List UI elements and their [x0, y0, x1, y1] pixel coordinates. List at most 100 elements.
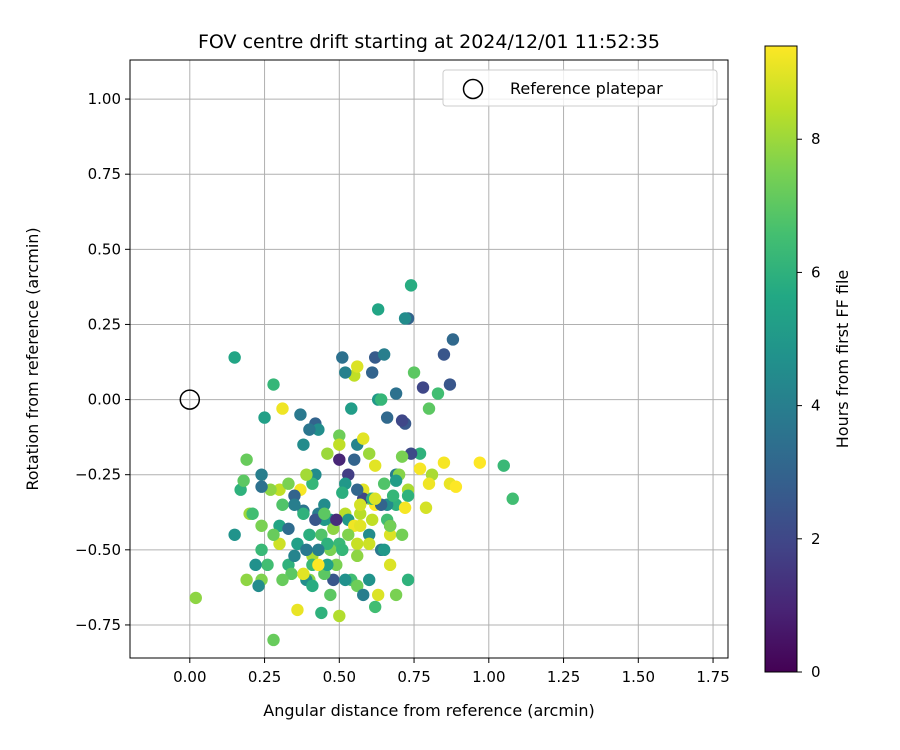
data-point [237, 474, 250, 487]
data-point [401, 489, 415, 502]
colorbar-tick-label: 0 [811, 663, 821, 681]
x-tick-label: 0.25 [248, 668, 281, 686]
data-point [300, 468, 313, 481]
y-tick-label: 0.75 [88, 165, 121, 183]
data-point [380, 411, 394, 424]
data-point [389, 387, 403, 400]
data-point [342, 528, 355, 541]
data-point [189, 591, 202, 605]
data-point [443, 378, 457, 391]
y-tick-label: 0.50 [88, 240, 121, 258]
data-point [276, 498, 289, 511]
x-tick-label: 0.50 [323, 668, 356, 686]
data-point [324, 588, 337, 602]
data-point [339, 366, 352, 379]
data-point [407, 366, 421, 379]
legend: Reference platepar [442, 69, 718, 107]
data-point [333, 609, 346, 623]
data-point [228, 528, 241, 541]
data-point [312, 543, 325, 557]
data-point [288, 489, 301, 502]
data-point [345, 402, 358, 415]
data-point [383, 558, 397, 572]
data-point [333, 453, 346, 466]
data-point [386, 489, 400, 502]
y-tick-label: 0.00 [88, 391, 121, 409]
data-point [288, 498, 301, 511]
data-point [336, 543, 349, 557]
x-axis-label: Angular distance from reference (arcmin) [263, 701, 594, 720]
data-point [261, 558, 274, 572]
data-point [273, 537, 286, 551]
data-point [267, 633, 280, 647]
chart-title: FOV centre drift starting at 2024/12/01 … [198, 31, 660, 53]
data-point [228, 351, 241, 364]
data-point [321, 558, 334, 572]
data-point [300, 543, 313, 557]
legend-label: Reference platepar [510, 79, 663, 98]
data-point [377, 543, 391, 557]
y-tick-label: 1.00 [88, 90, 121, 108]
data-point [318, 507, 331, 520]
data-point [309, 513, 322, 526]
legend-box [442, 69, 718, 107]
data-point [368, 600, 382, 614]
data-point [395, 528, 409, 541]
data-point [446, 333, 460, 346]
data-point [395, 450, 409, 463]
data-point [348, 453, 361, 466]
data-point [240, 453, 253, 466]
data-point [437, 456, 451, 469]
data-point [413, 462, 427, 475]
data-point [276, 573, 289, 587]
data-point [315, 606, 328, 620]
data-point [351, 483, 364, 496]
data-point [395, 414, 409, 427]
data-point [336, 351, 349, 364]
y-tick-label: −0.75 [75, 616, 121, 634]
data-point [351, 537, 364, 551]
data-point [336, 486, 349, 499]
data-point [354, 519, 367, 532]
data-point [357, 588, 370, 602]
data-point [371, 303, 385, 316]
data-point [422, 402, 436, 415]
data-point [437, 348, 451, 361]
data-point [240, 573, 253, 587]
data-point [398, 312, 412, 325]
data-point [422, 477, 436, 490]
data-point [312, 558, 325, 572]
data-point [368, 492, 382, 505]
colorbar-tick-label: 6 [811, 263, 821, 281]
plot-frame [129, 59, 729, 659]
data-point [383, 519, 397, 532]
data-point [330, 513, 343, 526]
data-point [321, 537, 334, 551]
data-point [297, 438, 310, 451]
data-point [354, 507, 367, 520]
data-point [291, 603, 304, 617]
legend-marker-icon [462, 78, 484, 100]
y-tick-label: 0.25 [88, 315, 121, 333]
y-tick-label: −0.25 [75, 466, 121, 484]
data-point [255, 480, 268, 493]
data-point [473, 456, 487, 469]
data-point [252, 579, 265, 593]
data-point [282, 477, 295, 490]
x-axis-ticks: 0.00 0.25 0.50 0.75 1.00 1.25 1.50 1.75 [173, 658, 730, 686]
data-point [258, 411, 271, 424]
y-axis-label: Rotation from reference (arcmin) [23, 227, 42, 490]
y-tick-label: −0.50 [75, 541, 121, 559]
data-point [330, 558, 343, 572]
data-point [288, 549, 301, 563]
data-point [267, 528, 280, 541]
data-point [363, 528, 376, 541]
colorbar [764, 45, 798, 673]
data-point [413, 447, 427, 460]
data-point [351, 360, 364, 373]
data-point [449, 480, 463, 493]
x-tick-label: 1.25 [547, 668, 580, 686]
x-tick-label: 1.50 [622, 668, 655, 686]
data-point [306, 477, 319, 490]
data-point [333, 438, 346, 451]
